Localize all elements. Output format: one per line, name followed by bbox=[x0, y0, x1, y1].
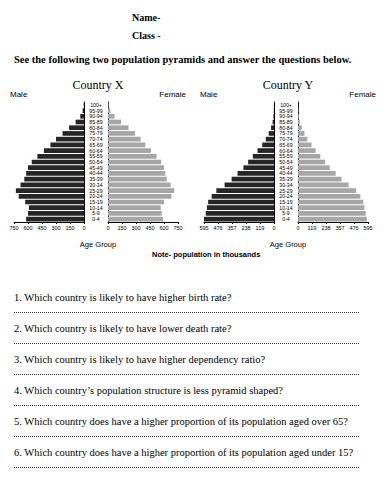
svg-text:90-94: 90-94 bbox=[279, 113, 292, 119]
html-text:4. Which country’s population: 4. Which country’s population structure … bbox=[14, 385, 283, 396]
svg-text:15-19: 15-19 bbox=[279, 199, 292, 205]
svg-text:70-74: 70-74 bbox=[89, 136, 102, 142]
svg-text:0-4: 0-4 bbox=[92, 216, 100, 222]
svg-text:35-39: 35-39 bbox=[89, 176, 102, 182]
svg-text:45-49: 45-49 bbox=[89, 165, 102, 171]
svg-text:476: 476 bbox=[349, 225, 358, 231]
svg-text:75-79: 75-79 bbox=[279, 130, 292, 136]
svg-text:20-24: 20-24 bbox=[279, 193, 292, 199]
svg-text:357: 357 bbox=[335, 225, 344, 231]
svg-text:Male: Male bbox=[200, 90, 218, 99]
svg-text:0: 0 bbox=[82, 225, 85, 231]
svg-text:595: 595 bbox=[363, 225, 372, 231]
svg-text:45-49: 45-49 bbox=[279, 165, 292, 171]
svg-text:450: 450 bbox=[145, 225, 154, 231]
svg-text:600: 600 bbox=[23, 225, 32, 231]
svg-text:Female: Female bbox=[349, 90, 376, 99]
svg-text:95-99: 95-99 bbox=[279, 108, 292, 114]
svg-text:119: 119 bbox=[308, 225, 317, 231]
svg-text:20-24: 20-24 bbox=[89, 193, 102, 199]
svg-text:80-84: 80-84 bbox=[279, 125, 292, 131]
svg-text:Age Group: Age Group bbox=[270, 240, 306, 249]
svg-text:5-9: 5-9 bbox=[282, 210, 290, 216]
svg-text:450: 450 bbox=[37, 225, 46, 231]
svg-text:100+: 100+ bbox=[90, 102, 102, 108]
svg-text:750: 750 bbox=[173, 225, 182, 231]
svg-text:Male: Male bbox=[10, 90, 28, 99]
html-text:See the following two populati: See the following two population pyramid… bbox=[14, 54, 352, 65]
html-text:5. Which country does have a h: 5. Which country does have a higher prop… bbox=[14, 416, 348, 427]
svg-text:10-14: 10-14 bbox=[89, 205, 102, 211]
svg-text:60-64: 60-64 bbox=[89, 148, 102, 154]
svg-text:100+: 100+ bbox=[280, 102, 292, 108]
svg-text:357: 357 bbox=[227, 225, 236, 231]
svg-text:150: 150 bbox=[65, 225, 74, 231]
html-text:3. Which country is likely to: 3. Which country is likely to have highe… bbox=[14, 354, 266, 365]
svg-text:Country X: Country X bbox=[73, 78, 124, 92]
svg-text:0: 0 bbox=[272, 225, 275, 231]
svg-text:25-29: 25-29 bbox=[279, 188, 292, 194]
svg-text:Country Y: Country Y bbox=[263, 78, 314, 92]
svg-text:15-19: 15-19 bbox=[89, 199, 102, 205]
svg-text:50-54: 50-54 bbox=[279, 159, 292, 165]
svg-text:119: 119 bbox=[256, 225, 265, 231]
svg-text:300: 300 bbox=[51, 225, 60, 231]
svg-text:65-69: 65-69 bbox=[279, 142, 292, 148]
svg-text:90-94: 90-94 bbox=[89, 113, 102, 119]
svg-text:60-64: 60-64 bbox=[279, 148, 292, 154]
svg-text:595: 595 bbox=[199, 225, 208, 231]
svg-text:0-4: 0-4 bbox=[282, 216, 290, 222]
svg-text:35-39: 35-39 bbox=[279, 176, 292, 182]
svg-text:55-59: 55-59 bbox=[279, 153, 292, 159]
html-text:Name-: Name- bbox=[132, 12, 161, 23]
svg-text:30-34: 30-34 bbox=[279, 182, 292, 188]
svg-text:30-34: 30-34 bbox=[89, 182, 102, 188]
svg-text:Age Group: Age Group bbox=[80, 240, 116, 249]
svg-text:0: 0 bbox=[296, 225, 299, 231]
html-text:2. Which country is likely to: 2. Which country is likely to have lower… bbox=[14, 323, 232, 334]
svg-text:85-89: 85-89 bbox=[89, 119, 102, 125]
svg-text:150: 150 bbox=[117, 225, 126, 231]
svg-text:238: 238 bbox=[241, 225, 250, 231]
html-text:6. Which country does have a h: 6. Which country does have a higher prop… bbox=[14, 447, 354, 458]
svg-text:5-9: 5-9 bbox=[92, 210, 100, 216]
svg-text:600: 600 bbox=[159, 225, 168, 231]
svg-text:0: 0 bbox=[106, 225, 109, 231]
svg-text:65-69: 65-69 bbox=[89, 142, 102, 148]
svg-text:750: 750 bbox=[9, 225, 18, 231]
html-text:Note- population in thousands: Note- population in thousands bbox=[152, 250, 261, 259]
svg-text:Female: Female bbox=[159, 90, 186, 99]
svg-text:476: 476 bbox=[213, 225, 222, 231]
html-text:1. Which country is likely to: 1. Which country is likely to have highe… bbox=[14, 292, 232, 303]
svg-text:80-84: 80-84 bbox=[89, 125, 102, 131]
svg-text:40-44: 40-44 bbox=[89, 170, 102, 176]
svg-text:10-14: 10-14 bbox=[279, 205, 292, 211]
svg-text:55-59: 55-59 bbox=[89, 153, 102, 159]
html-text:Class -: Class - bbox=[132, 30, 161, 41]
svg-text:95-99: 95-99 bbox=[89, 108, 102, 114]
svg-text:70-74: 70-74 bbox=[279, 136, 292, 142]
svg-text:85-89: 85-89 bbox=[279, 119, 292, 125]
svg-text:238: 238 bbox=[321, 225, 330, 231]
svg-text:40-44: 40-44 bbox=[279, 170, 292, 176]
svg-text:25-29: 25-29 bbox=[89, 188, 102, 194]
svg-text:50-54: 50-54 bbox=[89, 159, 102, 165]
svg-text:300: 300 bbox=[131, 225, 140, 231]
svg-text:75-79: 75-79 bbox=[89, 130, 102, 136]
